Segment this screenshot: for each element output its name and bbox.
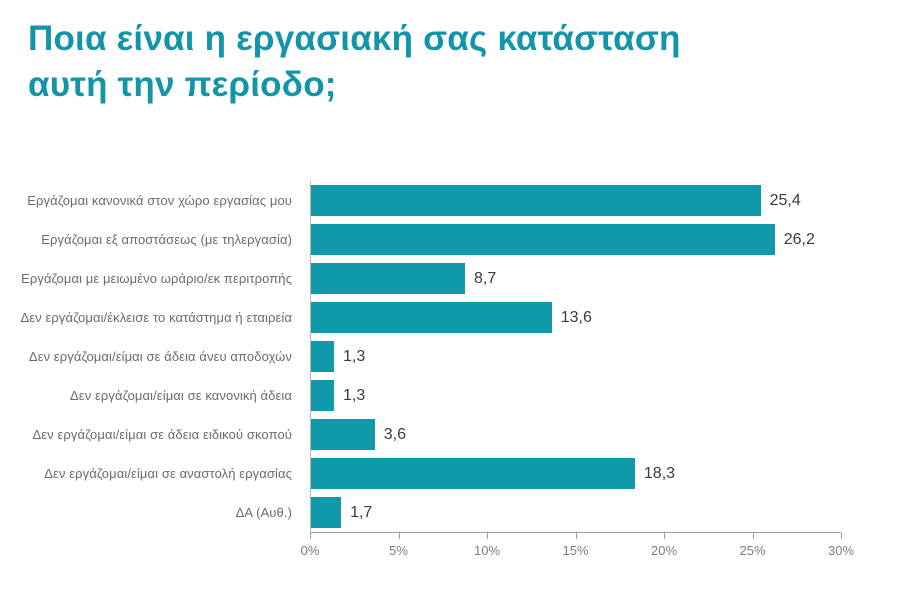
x-axis-tick-mark bbox=[310, 533, 311, 539]
bar bbox=[311, 341, 334, 372]
bar bbox=[311, 458, 635, 489]
x-axis-tick-label: 5% bbox=[389, 543, 408, 558]
bar-value-label: 1,3 bbox=[343, 386, 366, 404]
bar-value-label: 13,6 bbox=[560, 308, 592, 326]
x-axis-tick-mark bbox=[841, 533, 842, 539]
x-axis-tick-label: 30% bbox=[827, 543, 855, 558]
chart-title: Ποια είναι η εργασιακή σας κατάσταση αυτ… bbox=[28, 19, 681, 104]
bar-row: Εργάζομαι εξ αποστάσεως (με τηλεργασία) 2… bbox=[0, 220, 900, 259]
category-label: Δεν εργάζομαι/είμαι σε αναστολή εργασίας bbox=[44, 466, 292, 481]
x-axis-tick-mark bbox=[487, 533, 488, 539]
bar bbox=[311, 263, 465, 294]
bar-value-label: 26,2 bbox=[783, 230, 815, 248]
bar bbox=[311, 302, 552, 333]
bar bbox=[311, 419, 375, 450]
bar-value-label: 18,3 bbox=[643, 464, 676, 482]
bar-track: 1,7 bbox=[310, 497, 841, 528]
y-axis-line bbox=[310, 181, 311, 532]
bar bbox=[311, 497, 342, 528]
bar-track: 3,6 bbox=[310, 419, 841, 450]
x-axis-tick-label: 0% bbox=[300, 543, 320, 558]
x-axis-tick-label: 25% bbox=[739, 543, 766, 558]
bar-track: 1,3 bbox=[310, 380, 841, 411]
category-label: Δεν εργάζομαι/είμαι σε άδεια άνευ αποδοχ… bbox=[28, 349, 292, 364]
bar-row: Δεν εργάζομαι/είμαι σε άδεια ειδικού σκο… bbox=[0, 415, 900, 454]
bar-track: 18,3 bbox=[310, 458, 841, 489]
bar bbox=[311, 380, 334, 411]
bar-rows: Εργάζομαι κανονικά στον χώρο εργασίας μο… bbox=[0, 181, 900, 532]
category-label: Εργάζομαι με μειωμένο ωράριο/εκ περιτροπ… bbox=[21, 271, 292, 286]
bar-track: 26,2 bbox=[310, 224, 841, 255]
x-axis-tick-label: 10% bbox=[473, 543, 501, 558]
bar bbox=[311, 185, 761, 216]
bar-track: 13,6 bbox=[310, 302, 841, 333]
category-label: Δεν εργάζομαι/έκλεισε το κατάστημα ή ετα… bbox=[20, 310, 292, 325]
category-label: Δεν εργάζομαι/είμαι σε άδεια ειδικού σκο… bbox=[32, 427, 292, 442]
bar-row: Δεν εργάζομαι/έκλεισε το κατάστημα ή ετα… bbox=[0, 298, 900, 337]
bar-value-label: 8,7 bbox=[473, 269, 497, 287]
bar-row: Δεν εργάζομαι/είμαι σε άδεια άνευ αποδοχ… bbox=[0, 337, 900, 376]
bar-value-label: 25,4 bbox=[769, 191, 801, 209]
bar-track: 1,3 bbox=[310, 341, 841, 372]
bar-chart: Εργάζομαι κανονικά στον χώρο εργασίας μο… bbox=[0, 181, 900, 567]
bar-row: Δεν εργάζομαι/είμαι σε αναστολή εργασίας… bbox=[0, 454, 900, 493]
bar-value-label: 3,6 bbox=[383, 425, 406, 443]
x-axis-tick-mark bbox=[664, 533, 665, 539]
x-axis-tick-label: 15% bbox=[562, 543, 589, 558]
bar-row: Δεν εργάζομαι/είμαι σε κανονική άδεια 1,3 bbox=[0, 376, 900, 415]
x-axis-tick-label: 20% bbox=[650, 543, 678, 558]
x-axis-tick-mark bbox=[575, 533, 577, 539]
bar-row: Εργάζομαι με μειωμένο ωράριο/εκ περιτροπ… bbox=[0, 259, 900, 298]
category-label: ΔΑ (Αυθ.) bbox=[235, 505, 292, 520]
bar-value-label: 1,3 bbox=[343, 347, 366, 365]
category-label: Εργάζομαι εξ αποστάσεως (με τηλεργασία) bbox=[41, 232, 292, 247]
x-axis-tick-mark bbox=[398, 533, 400, 539]
x-axis: 0% 5% 10% 15% 20% 25% 30% bbox=[301, 532, 854, 567]
bar bbox=[311, 224, 775, 255]
bar-value-label: 1,7 bbox=[350, 503, 373, 521]
bar-track: 25,4 bbox=[310, 185, 841, 216]
bar-row: Εργάζομαι κανονικά στον χώρο εργασίας μο… bbox=[0, 181, 900, 220]
bar-row: ΔΑ (Αυθ.) 1,7 bbox=[0, 493, 900, 532]
bar-track: 8,7 bbox=[310, 263, 841, 294]
category-label: Δεν εργάζομαι/είμαι σε κανονική άδεια bbox=[70, 388, 292, 403]
x-axis-tick-mark bbox=[752, 533, 754, 539]
category-label: Εργάζομαι κανονικά στον χώρο εργασίας μο… bbox=[27, 193, 292, 208]
